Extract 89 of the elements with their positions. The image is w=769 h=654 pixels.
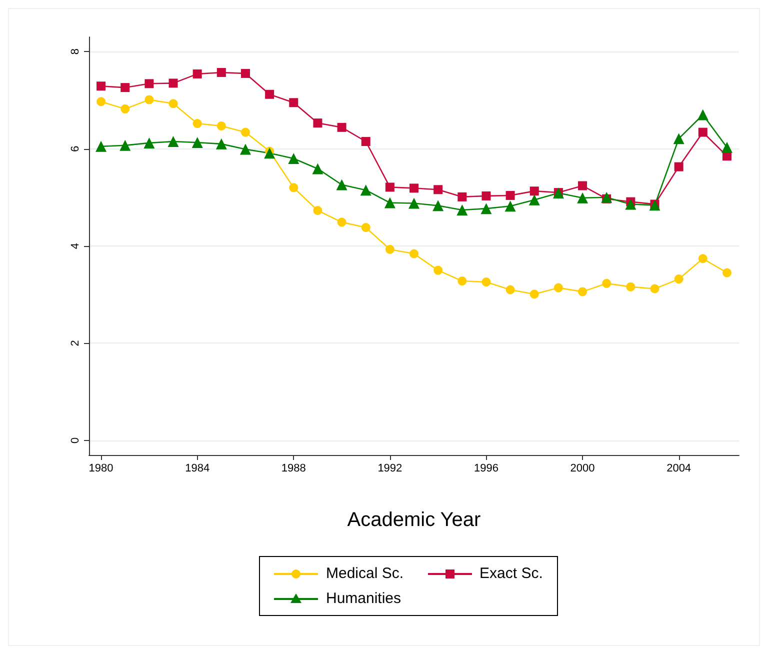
point xyxy=(480,203,492,214)
point xyxy=(722,268,732,278)
point xyxy=(313,206,322,216)
point xyxy=(336,179,348,190)
point xyxy=(626,282,636,292)
point xyxy=(674,274,684,284)
point xyxy=(192,69,202,78)
point xyxy=(410,249,418,258)
point xyxy=(168,99,178,108)
point xyxy=(674,162,684,172)
point xyxy=(650,284,660,294)
point xyxy=(385,182,394,192)
y-tick-label: 2 xyxy=(70,340,82,346)
point xyxy=(506,190,515,200)
point xyxy=(361,137,370,146)
point xyxy=(482,277,491,286)
point xyxy=(337,218,346,227)
point xyxy=(384,197,396,208)
point xyxy=(458,192,467,202)
point xyxy=(144,137,155,148)
point xyxy=(698,128,708,137)
point xyxy=(434,266,443,275)
point xyxy=(337,122,346,132)
point xyxy=(697,109,708,120)
point xyxy=(721,142,732,153)
point xyxy=(96,82,106,91)
point xyxy=(144,79,154,88)
point xyxy=(240,128,250,137)
point xyxy=(554,283,563,292)
legend-label: Exact Sc. xyxy=(480,565,543,582)
x-tick-label: 1996 xyxy=(474,462,498,474)
point xyxy=(265,90,274,99)
x-tick-label: 1984 xyxy=(185,462,210,474)
point xyxy=(506,285,515,294)
y-tick-label: 6 xyxy=(70,146,82,152)
x-tick-label: 2000 xyxy=(570,462,595,474)
point xyxy=(408,198,420,209)
point xyxy=(312,163,324,174)
point xyxy=(410,184,418,193)
x-tick-label: 1980 xyxy=(88,462,114,474)
point xyxy=(528,194,540,206)
legend-label: Medical Sc. xyxy=(326,565,404,582)
x-tick-label: 1988 xyxy=(281,462,306,474)
y-tick-label: 4 xyxy=(70,242,82,250)
point xyxy=(120,104,130,114)
point xyxy=(288,153,300,164)
point xyxy=(432,200,444,212)
point xyxy=(361,223,370,232)
y-tick-label: 0 xyxy=(70,437,82,444)
point xyxy=(698,254,708,264)
point xyxy=(240,144,251,155)
x-tick-label: 1992 xyxy=(378,462,402,474)
point xyxy=(530,290,539,299)
point xyxy=(120,83,130,92)
x-axis-title: Academic Year xyxy=(347,509,482,531)
point xyxy=(434,185,443,194)
point xyxy=(240,68,250,78)
point xyxy=(168,78,178,88)
point xyxy=(577,192,588,204)
point xyxy=(216,68,226,77)
point xyxy=(96,140,107,152)
point xyxy=(625,198,636,210)
point xyxy=(601,192,612,203)
point xyxy=(602,278,612,288)
point xyxy=(264,148,276,159)
point xyxy=(578,181,588,190)
point xyxy=(192,136,203,148)
point xyxy=(216,121,226,130)
point xyxy=(120,140,131,151)
point xyxy=(289,98,298,108)
point xyxy=(216,138,227,150)
point xyxy=(504,200,516,212)
point xyxy=(313,118,322,128)
point xyxy=(192,119,202,128)
point xyxy=(144,95,154,104)
point xyxy=(673,133,684,144)
point xyxy=(456,204,468,216)
point xyxy=(482,191,491,200)
point xyxy=(168,136,179,147)
point xyxy=(96,97,106,106)
legend-label: Humanities xyxy=(326,590,402,607)
point xyxy=(360,184,372,196)
y-tick-label: 8 xyxy=(70,48,82,55)
point xyxy=(530,186,539,196)
point xyxy=(458,276,467,286)
point xyxy=(578,287,588,296)
point xyxy=(289,183,298,192)
x-tick-label: 2004 xyxy=(666,462,692,474)
point xyxy=(385,244,394,254)
